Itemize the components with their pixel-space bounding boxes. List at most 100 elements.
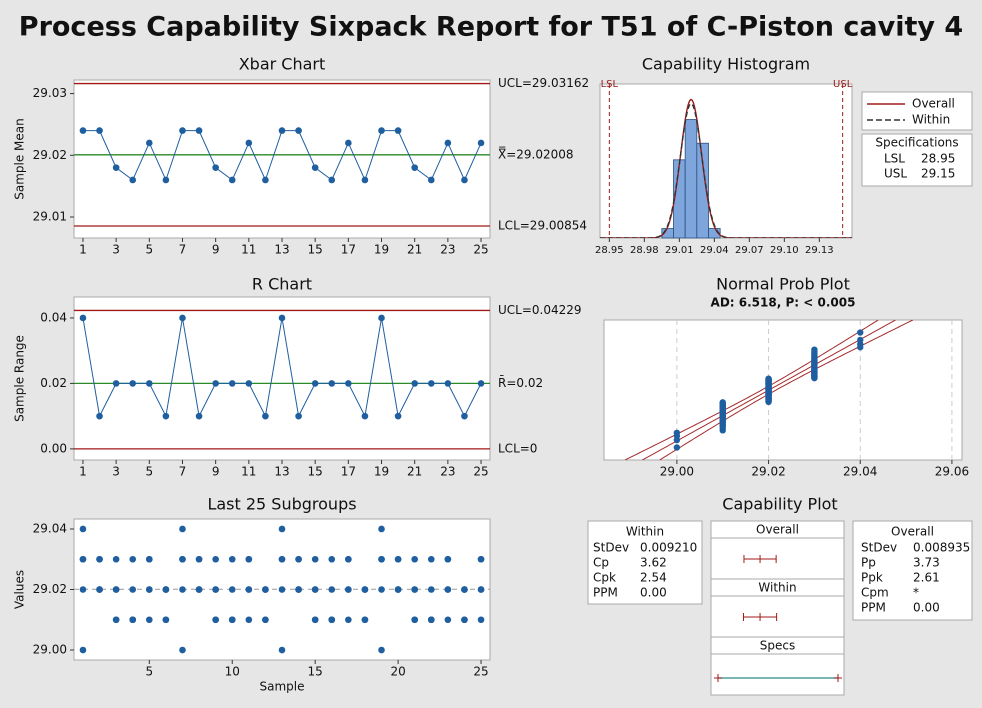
point: [162, 176, 170, 184]
x-tick-label: 10: [225, 665, 240, 679]
point: [228, 616, 236, 624]
spec-name: LSL: [884, 152, 905, 166]
point: [477, 616, 485, 624]
chart-title: Xbar Chart: [239, 55, 326, 74]
point: [477, 555, 485, 563]
point: [179, 586, 186, 593]
x-axis-label: Sample: [260, 680, 305, 694]
limit-label: LCL=0: [498, 441, 537, 455]
point: [129, 555, 137, 563]
point: [461, 176, 468, 184]
point: [311, 616, 319, 624]
point: [328, 586, 336, 593]
point: [79, 525, 87, 533]
point: [427, 616, 435, 624]
point: [96, 412, 103, 420]
x-tick-label: 19: [374, 243, 389, 257]
chart-title: Capability Histogram: [642, 55, 810, 74]
y-tick-label: 0.02: [40, 376, 67, 390]
point: [295, 555, 302, 563]
y-tick-label: 0.00: [40, 441, 67, 455]
point: [79, 314, 87, 322]
point: [162, 412, 170, 420]
limit-label: R̄=0.02: [498, 376, 543, 390]
stat-value: 2.54: [640, 571, 667, 585]
point: [444, 380, 452, 387]
y-tick-label: 29.02: [33, 148, 67, 162]
point: [295, 586, 302, 593]
point: [719, 399, 726, 406]
panel-title: Specs: [760, 639, 795, 653]
y-tick-label: 29.00: [33, 643, 67, 657]
point: [361, 412, 369, 420]
stat-value: 0.008935: [913, 541, 970, 555]
y-axis-label: Values: [13, 570, 27, 609]
point: [311, 555, 319, 563]
x-tick-label: 29.07: [735, 245, 764, 256]
point: [461, 412, 468, 420]
point: [96, 555, 103, 563]
x-tick-label: 23: [440, 465, 455, 479]
bar: [696, 142, 709, 239]
point: [79, 127, 87, 134]
point: [673, 429, 681, 436]
x-tick-label: 28.98: [630, 245, 659, 256]
stat-value: 0.00: [640, 586, 667, 600]
stat-name: PPM: [593, 586, 618, 600]
point: [378, 646, 385, 654]
point: [345, 586, 352, 593]
point: [295, 127, 302, 134]
report-title: Process Capability Sixpack Report for T5…: [19, 12, 963, 43]
point: [673, 444, 681, 451]
x-tick-label: 29.06: [935, 465, 969, 479]
x-tick-label: 3: [112, 465, 120, 479]
point: [345, 555, 352, 563]
point: [411, 164, 418, 171]
x-tick-label: 29.00: [660, 465, 694, 479]
x-tick-label: 11: [241, 465, 256, 479]
stats-title: Within: [626, 525, 664, 539]
point: [461, 616, 468, 624]
y-tick-label: 0.04: [40, 310, 67, 324]
x-tick-label: 13: [274, 243, 289, 257]
point: [262, 616, 269, 624]
point: [328, 555, 336, 563]
chart-title: Last 25 Subgroups: [207, 495, 356, 514]
specs-title: Specifications: [875, 136, 958, 150]
panel-title: Within: [758, 581, 796, 595]
point: [112, 616, 120, 624]
stat-value: *: [913, 586, 919, 600]
limit-label: X̿=29.02008: [498, 146, 574, 161]
confidence-band: [624, 320, 879, 460]
stat-name: Pp: [861, 556, 876, 570]
x-tick-label: 29.10: [770, 245, 799, 256]
legend-label: Overall: [912, 97, 955, 111]
point: [79, 586, 87, 593]
x-tick-label: 23: [440, 243, 455, 257]
plot-area: [599, 83, 853, 239]
point: [411, 380, 418, 387]
x-tick-label: 25: [473, 243, 488, 257]
spec-name: USL: [884, 167, 907, 181]
point: [345, 139, 352, 147]
stat-name: PPM: [861, 601, 886, 615]
x-tick-label: 29.02: [751, 465, 785, 479]
point: [411, 586, 418, 593]
plot-area: [73, 79, 491, 239]
point: [411, 555, 418, 563]
point: [295, 412, 302, 420]
point: [477, 380, 485, 387]
point: [245, 380, 253, 387]
point: [857, 336, 864, 344]
point: [461, 586, 468, 593]
x-tick-label: 29.04: [843, 465, 877, 479]
panel: [710, 636, 845, 696]
point: [146, 380, 153, 387]
spec-value: 28.95: [921, 152, 955, 166]
stat-value: 3.62: [640, 556, 667, 570]
stats-title: Overall: [891, 525, 934, 539]
panel-title: Overall: [756, 523, 799, 537]
stats-box: [852, 520, 973, 621]
point: [278, 314, 286, 322]
